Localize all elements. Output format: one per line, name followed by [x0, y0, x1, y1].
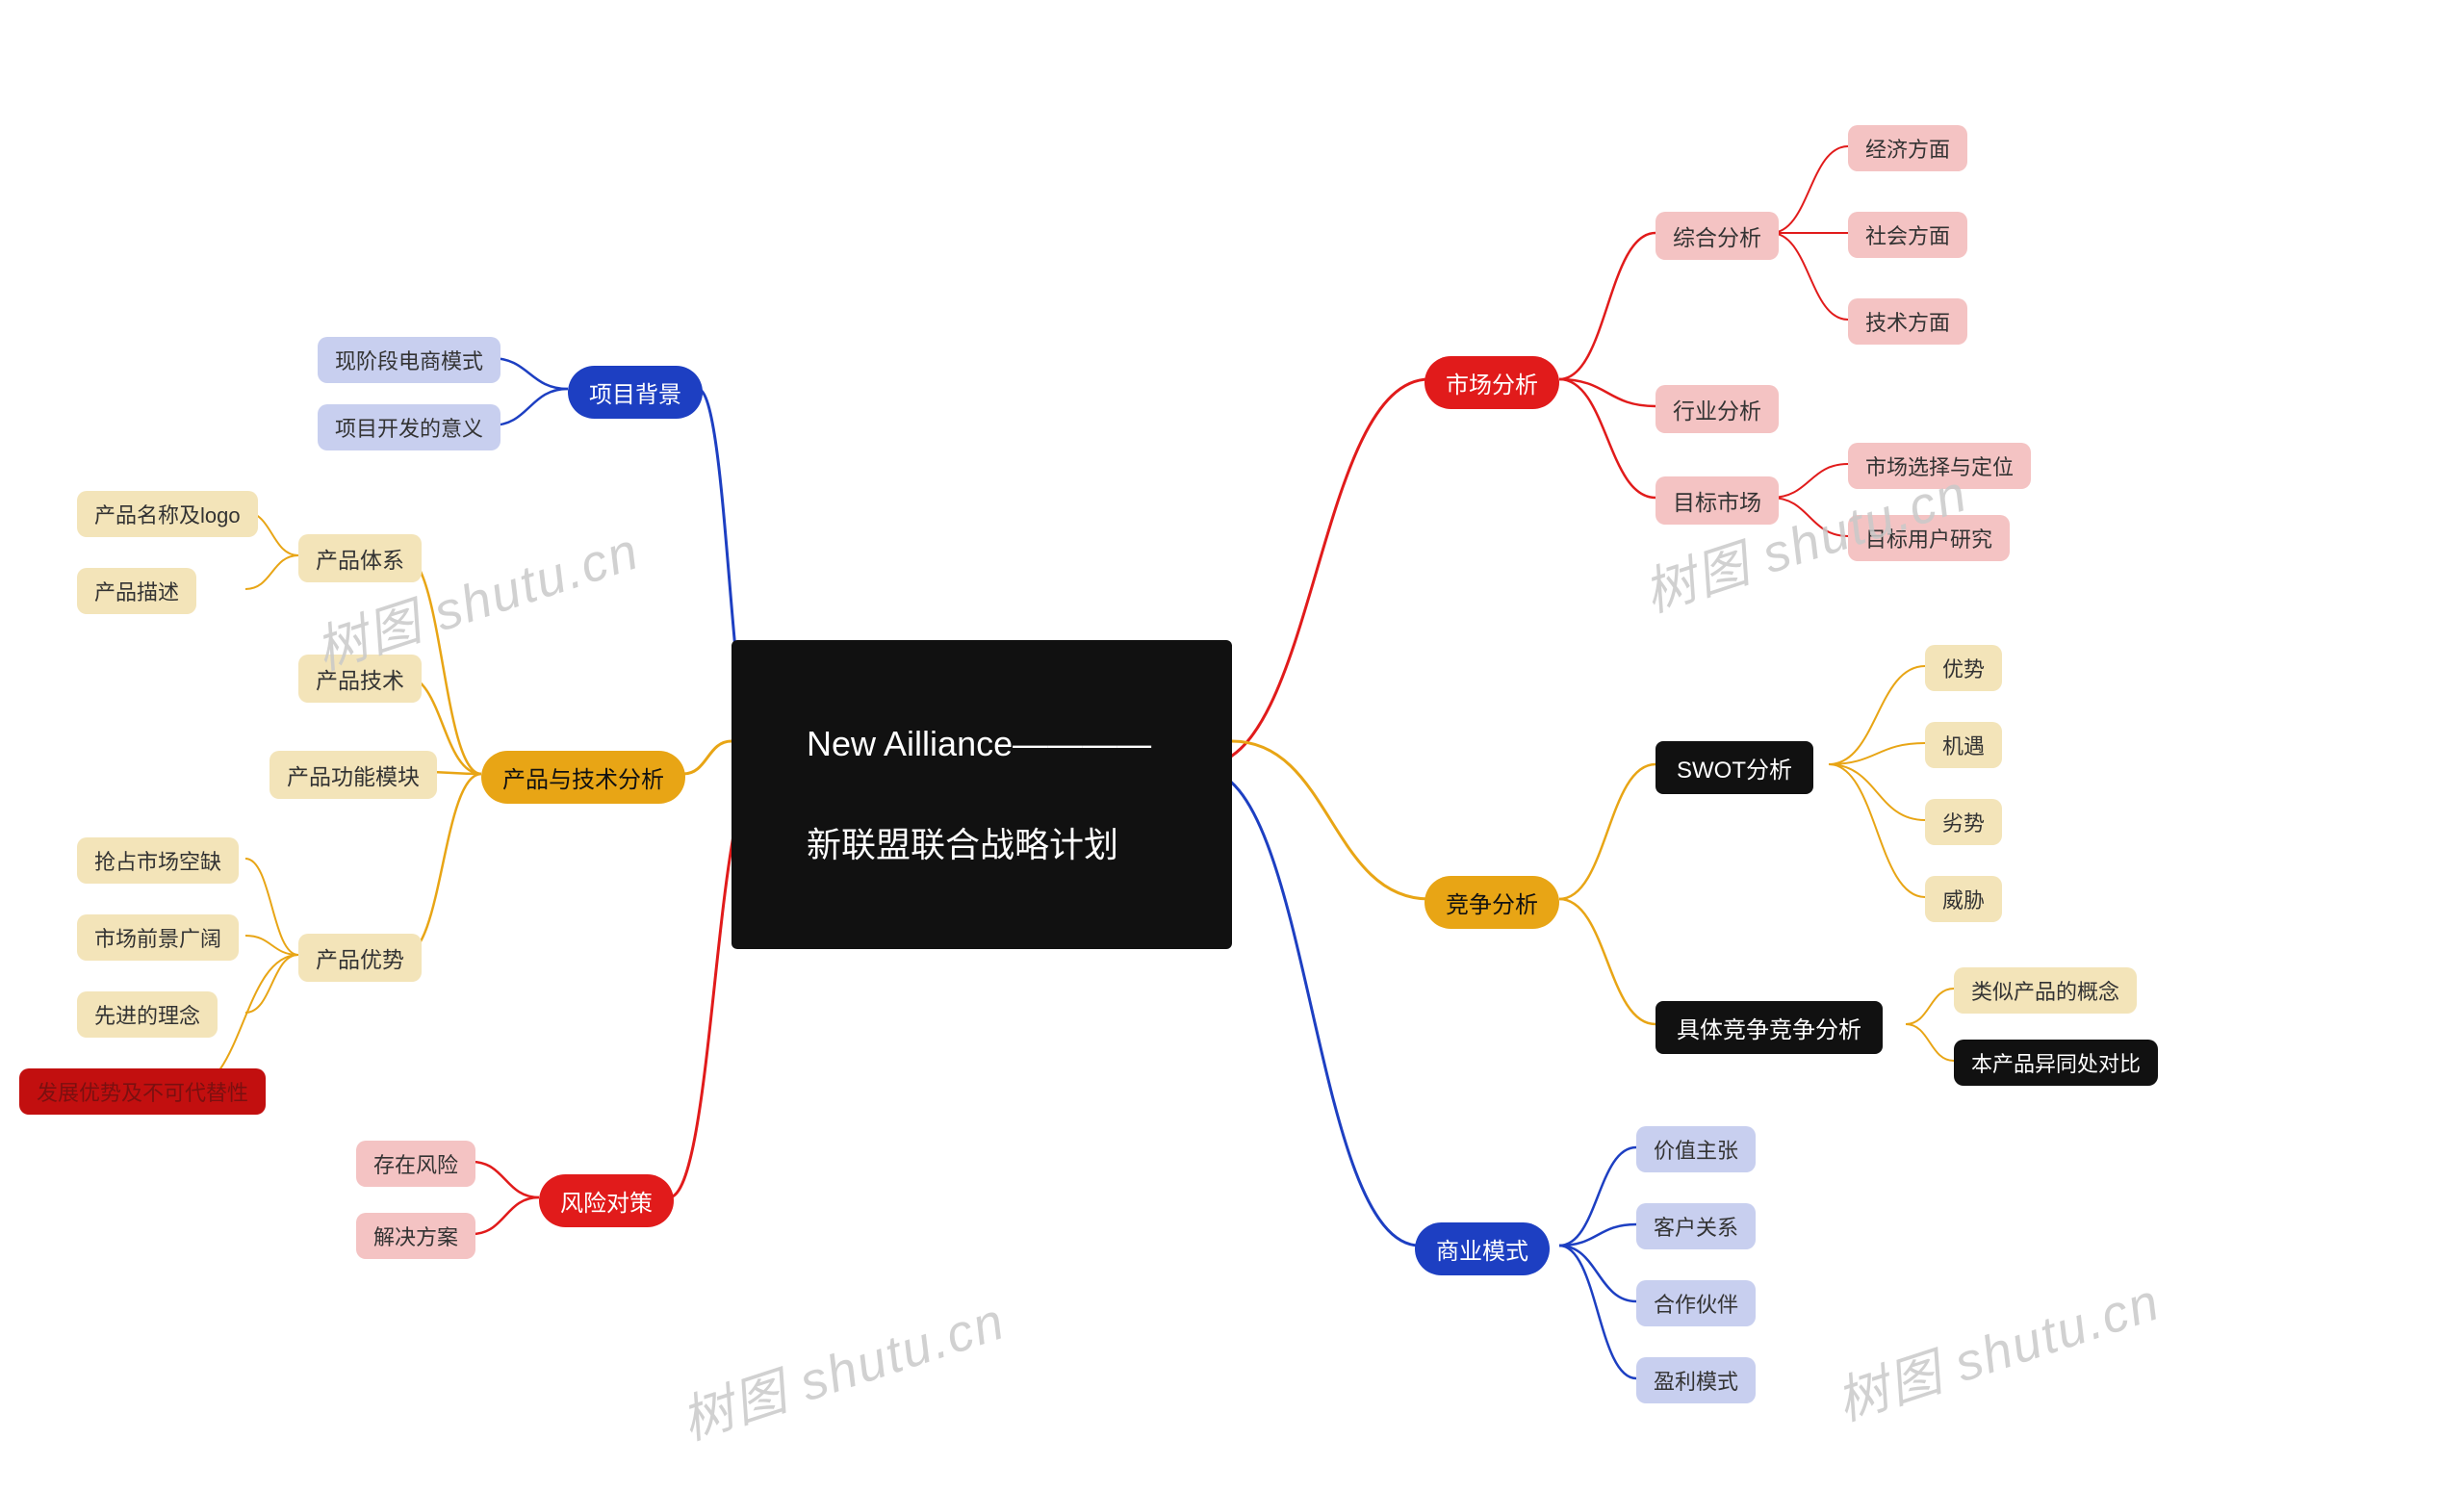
leaf-b2-3-1: 市场前景广阔	[77, 914, 239, 961]
leaf-b2-0-0: 产品名称及logo	[77, 491, 258, 537]
leaf-b2-3-3: 发展优势及不可代替性	[19, 1068, 266, 1115]
leaf-b1-0: 现阶段电商模式	[318, 337, 500, 383]
leaf-b4-2-1: 目标用户研究	[1848, 515, 2010, 561]
leaf-b5-0-2: 劣势	[1925, 799, 2002, 845]
watermark: 树图 shutu.cn	[1825, 1259, 2168, 1435]
leaf-b5-1-1: 本产品异同处对比	[1954, 1040, 2158, 1086]
leaf-b6-0: 价值主张	[1636, 1126, 1756, 1172]
leaf-b3-0: 存在风险	[356, 1141, 475, 1187]
leaf-b4-0-2: 技术方面	[1848, 298, 1967, 345]
branch-b5: 竞争分析	[1424, 876, 1559, 929]
leaf-b6-2: 合作伙伴	[1636, 1280, 1756, 1326]
center-line1: New Ailliance————	[807, 724, 1151, 763]
sub-b4-0: 综合分析	[1656, 212, 1779, 260]
sub-b5-0: SWOT分析	[1656, 741, 1813, 794]
branch-b4: 市场分析	[1424, 356, 1559, 409]
branch-b2: 产品与技术分析	[481, 751, 685, 804]
watermark: 树图 shutu.cn	[670, 1278, 1013, 1454]
leaf-b1-1: 项目开发的意义	[318, 404, 500, 450]
leaf-b5-1-0: 类似产品的概念	[1954, 967, 2137, 1014]
sub-b2-3: 产品优势	[298, 934, 422, 982]
sub-b2-2: 产品功能模块	[270, 751, 437, 799]
leaf-b6-1: 客户关系	[1636, 1203, 1756, 1249]
sub-b2-0: 产品体系	[298, 534, 422, 582]
branch-b1: 项目背景	[568, 366, 703, 419]
leaf-b5-0-3: 威胁	[1925, 876, 2002, 922]
leaf-b4-0-0: 经济方面	[1848, 125, 1967, 171]
connectors-svg	[0, 0, 2464, 1491]
sub-b2-1: 产品技术	[298, 655, 422, 703]
center-line2: 新联盟联合战略计划	[807, 825, 1118, 864]
leaf-b4-2-0: 市场选择与定位	[1848, 443, 2031, 489]
center-node: New Ailliance———— 新联盟联合战略计划	[732, 640, 1232, 949]
branch-b6: 商业模式	[1415, 1222, 1550, 1275]
mindmap-canvas: New Ailliance———— 新联盟联合战略计划 项目背景 现阶段电商模式项…	[0, 0, 2464, 1491]
sub-b5-1: 具体竞争竞争分析	[1656, 1001, 1883, 1054]
leaf-b2-0-1: 产品描述	[77, 568, 196, 614]
branch-b3: 风险对策	[539, 1174, 674, 1227]
sub-b4-2: 目标市场	[1656, 476, 1779, 525]
leaf-b5-0-1: 机遇	[1925, 722, 2002, 768]
leaf-b6-3: 盈利模式	[1636, 1357, 1756, 1403]
leaf-b2-3-0: 抢占市场空缺	[77, 837, 239, 884]
leaf-b3-1: 解决方案	[356, 1213, 475, 1259]
leaf-b4-0-1: 社会方面	[1848, 212, 1967, 258]
sub-b4-1: 行业分析	[1656, 385, 1779, 433]
leaf-b5-0-0: 优势	[1925, 645, 2002, 691]
leaf-b2-3-2: 先进的理念	[77, 991, 218, 1038]
